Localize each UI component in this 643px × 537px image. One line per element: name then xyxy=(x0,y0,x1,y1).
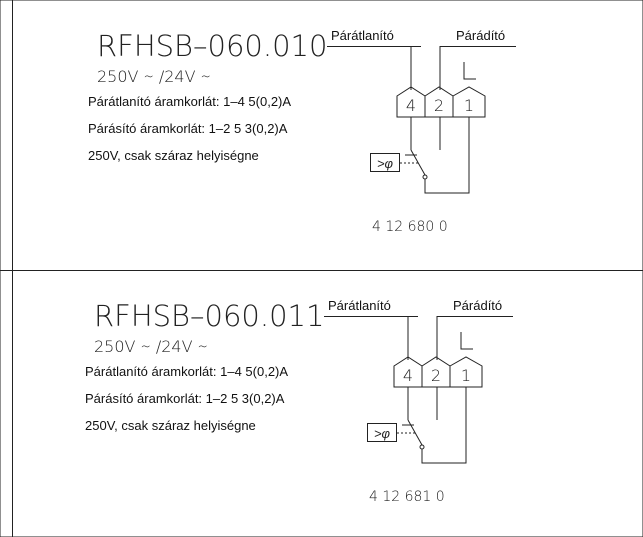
label-right: Párádító xyxy=(456,28,505,43)
label-left: Párátlanító xyxy=(331,28,394,43)
terminal-label: 4 xyxy=(406,96,416,115)
wire xyxy=(424,117,470,194)
panel: RFHSB–060.010 250V ∼ /24V ∼ Párátlanító ár… xyxy=(88,28,516,235)
contact xyxy=(422,174,428,180)
voltage: 250V ∼ /24V ∼ xyxy=(94,337,208,356)
code: 4 12 680 0 xyxy=(372,219,448,235)
contact xyxy=(419,444,425,450)
sensor-label: >φ xyxy=(377,156,394,171)
voltage: 250V ∼ /24V ∼ xyxy=(97,67,211,86)
terminal-box xyxy=(449,356,483,388)
label-right: Párádító xyxy=(453,298,502,313)
label-left: Párátlanító xyxy=(328,298,391,313)
sensor-box xyxy=(367,423,397,442)
terminal-label: 2 xyxy=(431,366,441,385)
terminal-label: 4 xyxy=(403,366,413,385)
spec-line: 250V, csak száraz helyiségne xyxy=(85,418,256,433)
phase-label: L xyxy=(462,74,463,75)
sensor-box xyxy=(370,153,400,172)
terminal-label: 2 xyxy=(434,96,444,115)
phase-mark xyxy=(460,332,473,350)
terminal-box xyxy=(452,86,486,118)
spec-line: Párátlanító áramkorlát: 1–4 5(0,2)A xyxy=(88,94,291,109)
wire xyxy=(421,387,467,464)
spec-line: Párásító áramkorlát: 1–2 5 3(0,2)A xyxy=(88,121,288,136)
spec-line: 250V, csak száraz helyiségne xyxy=(88,148,259,163)
spec-line: Párátlanító áramkorlát: 1–4 5(0,2)A xyxy=(85,364,288,379)
spec-line: Párásító áramkorlát: 1–2 5 3(0,2)A xyxy=(85,391,285,406)
code: 4 12 681 0 xyxy=(369,489,445,505)
model-title: RFHSB–060.011 xyxy=(94,299,324,333)
phase-label: L xyxy=(459,344,460,345)
terminal-label: 1 xyxy=(461,366,471,385)
sensor-label: >φ xyxy=(374,426,391,441)
terminal-label: 1 xyxy=(464,96,474,115)
model-title: RFHSB–060.010 xyxy=(97,29,327,63)
panel: RFHSB–060.011 250V ∼ /24V ∼ Párátlanító ár… xyxy=(85,298,513,505)
phase-mark xyxy=(463,62,476,80)
